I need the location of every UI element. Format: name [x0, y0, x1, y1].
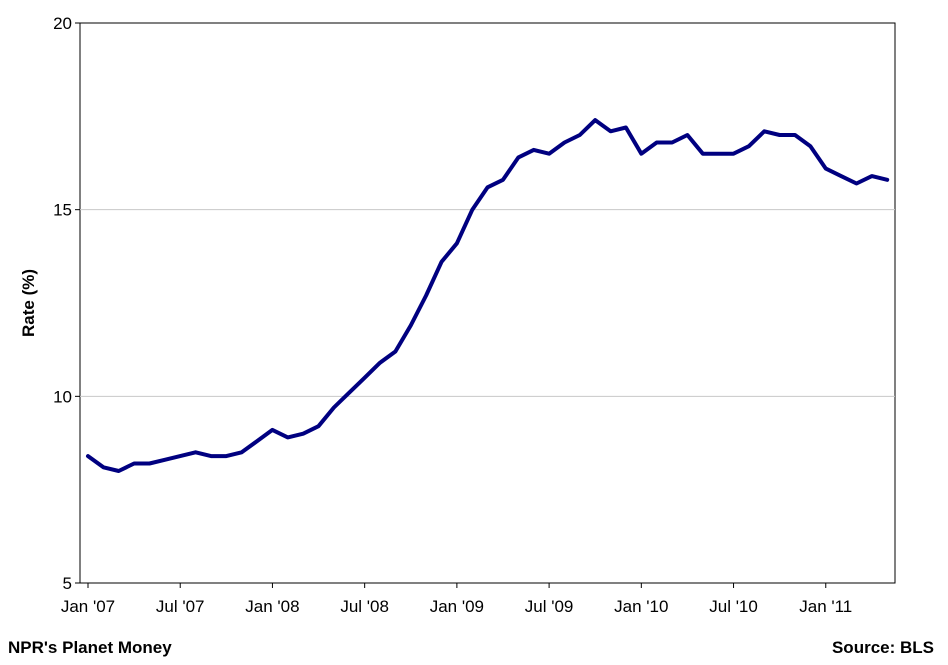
- series-line: [86, 118, 890, 473]
- credit-label: NPR's Planet Money: [8, 638, 172, 657]
- x-tick-label: Jul '10: [709, 597, 758, 616]
- plot-area: [79, 22, 896, 584]
- x-tick-label: Jan '08: [245, 597, 299, 616]
- y-tick-label: 20: [53, 14, 72, 33]
- source-label: Source: BLS: [831, 638, 934, 657]
- x-tick-label: Jul '08: [340, 597, 389, 616]
- x-tick-label: Jan '09: [430, 597, 484, 616]
- y-tick-label: 10: [53, 387, 72, 406]
- x-tick-label: Jan '10: [614, 597, 668, 616]
- y-axis-ticks: 5 10 15 20: [53, 14, 80, 593]
- gridlines: [80, 209, 895, 397]
- x-tick-label: Jan '07: [61, 597, 115, 616]
- x-tick-label: Jul '07: [156, 597, 205, 616]
- x-tick-label: Jan '11: [799, 597, 852, 616]
- y-tick-label: 15: [53, 201, 72, 220]
- y-tick-label: 5: [63, 574, 72, 593]
- x-tick-label: Jul '09: [525, 597, 574, 616]
- x-axis-ticks: Jan '07 Jul '07 Jan '08 Jul '08 Jan '09 Jul '…: [61, 583, 852, 616]
- y-axis-title: Rate (%): [19, 269, 38, 337]
